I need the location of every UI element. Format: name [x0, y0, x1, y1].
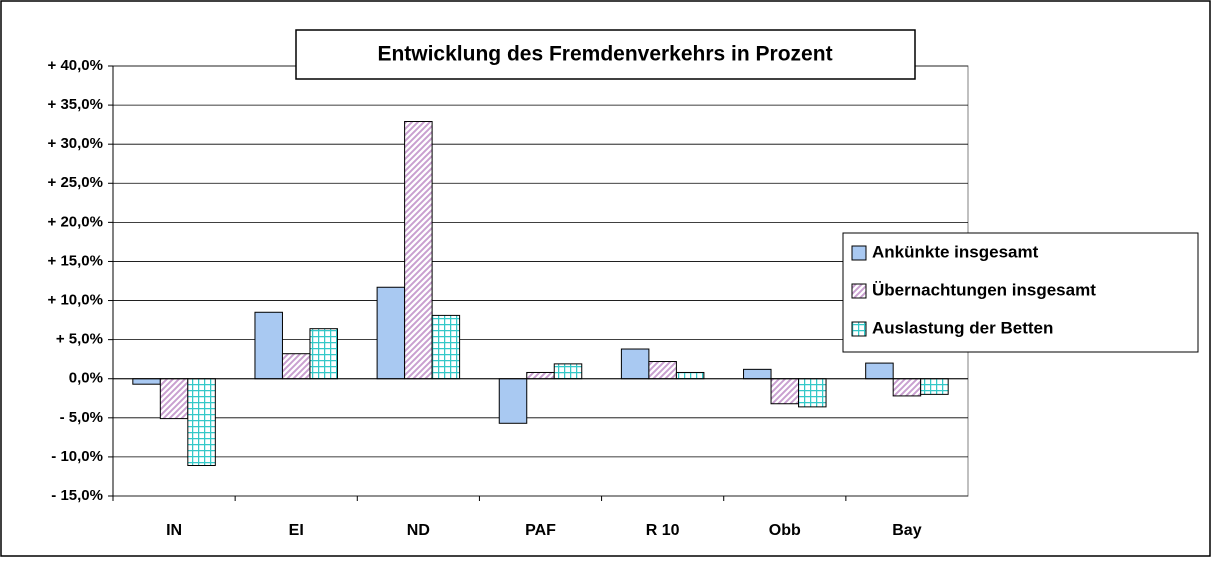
y-tick-label: + 10,0%	[48, 292, 103, 309]
bar	[743, 368, 772, 380]
bar	[309, 328, 338, 380]
bar	[431, 314, 461, 380]
bar	[159, 378, 189, 420]
y-tick-label: 0,0%	[69, 370, 103, 387]
legend-label: Auslastung der Betten	[872, 318, 1053, 337]
plot-area	[112, 65, 969, 497]
legend-swatch	[851, 283, 867, 299]
title-box	[295, 29, 916, 80]
y-tick-label: + 25,0%	[48, 174, 103, 191]
legend-swatch	[851, 245, 867, 261]
legend-swatch	[851, 321, 867, 337]
bar	[865, 362, 894, 380]
bar	[770, 378, 800, 405]
x-tick-label: PAF	[525, 522, 556, 539]
chart-title: Entwicklung des Fremdenverkehrs in Proze…	[377, 43, 832, 66]
y-tick-label: + 15,0%	[48, 252, 103, 269]
bar	[892, 378, 922, 397]
y-tick-label: + 5,0%	[56, 331, 103, 348]
y-tick-label: - 10,0%	[51, 448, 103, 465]
bar	[187, 378, 216, 467]
x-tick-label: Bay	[892, 522, 921, 539]
bar	[498, 378, 528, 424]
bar	[132, 378, 161, 385]
bar	[920, 378, 949, 395]
legend-label: Ankünkte insgesamt	[872, 242, 1039, 261]
y-tick-label: + 30,0%	[48, 135, 103, 152]
bar	[620, 348, 650, 380]
bar	[798, 378, 827, 408]
y-tick-label: + 40,0%	[48, 57, 103, 74]
x-tick-label: ND	[407, 522, 430, 539]
y-tick-label: + 20,0%	[48, 213, 103, 230]
y-tick-label: - 5,0%	[60, 409, 103, 426]
bar	[254, 311, 283, 380]
x-tick-label: R 10	[646, 522, 680, 539]
x-tick-label: Obb	[769, 522, 801, 539]
bar	[281, 353, 311, 380]
bar	[404, 121, 433, 380]
y-tick-label: + 35,0%	[48, 96, 103, 113]
bar	[553, 363, 583, 380]
x-tick-label: EI	[289, 522, 304, 539]
y-tick-label: - 15,0%	[51, 487, 103, 504]
bar	[648, 361, 677, 380]
legend-label: Übernachtungen insgesamt	[872, 280, 1096, 299]
legend-box	[842, 232, 1199, 353]
bar	[376, 286, 406, 380]
bar	[675, 371, 705, 380]
bar	[526, 371, 555, 380]
x-tick-label: IN	[166, 522, 182, 539]
